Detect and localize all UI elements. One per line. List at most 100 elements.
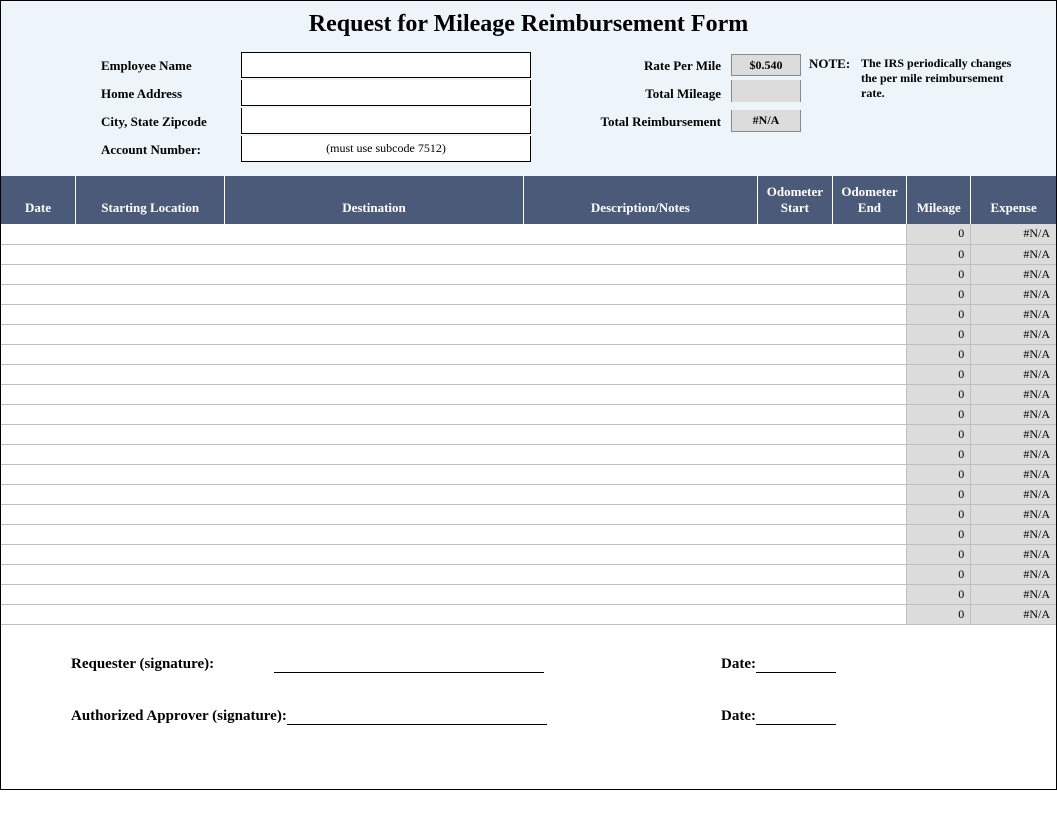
table-cell[interactable] (832, 284, 907, 304)
table-cell[interactable] (1, 264, 76, 284)
table-cell[interactable] (758, 484, 833, 504)
table-cell[interactable] (225, 224, 523, 244)
table-cell[interactable] (832, 524, 907, 544)
table-cell[interactable] (76, 404, 225, 424)
table-cell[interactable] (76, 504, 225, 524)
table-cell[interactable] (832, 404, 907, 424)
table-cell[interactable] (523, 504, 757, 524)
table-cell[interactable] (1, 584, 76, 604)
table-cell[interactable] (76, 364, 225, 384)
city-state-input[interactable] (241, 108, 531, 134)
table-cell[interactable] (1, 604, 76, 624)
table-cell[interactable] (1, 464, 76, 484)
table-cell[interactable] (76, 444, 225, 464)
table-cell[interactable] (758, 464, 833, 484)
approver-signature-field[interactable] (287, 707, 547, 725)
table-cell[interactable] (76, 344, 225, 364)
table-cell[interactable] (758, 604, 833, 624)
table-cell[interactable] (1, 544, 76, 564)
table-cell[interactable] (225, 344, 523, 364)
table-cell[interactable] (76, 324, 225, 344)
table-cell[interactable] (1, 364, 76, 384)
requester-signature-field[interactable] (274, 655, 544, 673)
table-cell[interactable] (1, 244, 76, 264)
table-cell[interactable] (225, 504, 523, 524)
table-cell[interactable] (832, 364, 907, 384)
table-cell[interactable] (76, 464, 225, 484)
table-cell[interactable] (758, 564, 833, 584)
table-cell[interactable] (76, 544, 225, 564)
table-cell[interactable] (1, 304, 76, 324)
table-cell[interactable] (758, 224, 833, 244)
table-cell[interactable] (225, 244, 523, 264)
table-cell[interactable] (523, 244, 757, 264)
table-cell[interactable] (1, 444, 76, 464)
table-cell[interactable] (832, 464, 907, 484)
table-cell[interactable] (523, 264, 757, 284)
requester-date-field[interactable] (756, 655, 836, 673)
table-cell[interactable] (225, 464, 523, 484)
table-cell[interactable] (523, 404, 757, 424)
table-cell[interactable] (1, 284, 76, 304)
table-cell[interactable] (1, 384, 76, 404)
account-number-input[interactable]: (must use subcode 7512) (241, 136, 531, 162)
table-cell[interactable] (225, 444, 523, 464)
table-cell[interactable] (758, 584, 833, 604)
table-cell[interactable] (1, 344, 76, 364)
table-cell[interactable] (523, 464, 757, 484)
table-cell[interactable] (832, 544, 907, 564)
table-cell[interactable] (225, 284, 523, 304)
table-cell[interactable] (832, 344, 907, 364)
table-cell[interactable] (758, 504, 833, 524)
table-cell[interactable] (1, 324, 76, 344)
table-cell[interactable] (832, 564, 907, 584)
table-cell[interactable] (832, 604, 907, 624)
table-cell[interactable] (832, 584, 907, 604)
table-cell[interactable] (758, 544, 833, 564)
table-cell[interactable] (832, 384, 907, 404)
table-cell[interactable] (832, 504, 907, 524)
table-cell[interactable] (225, 484, 523, 504)
table-cell[interactable] (1, 224, 76, 244)
table-cell[interactable] (523, 364, 757, 384)
table-cell[interactable] (76, 524, 225, 544)
table-cell[interactable] (225, 544, 523, 564)
table-cell[interactable] (225, 264, 523, 284)
table-cell[interactable] (76, 264, 225, 284)
table-cell[interactable] (832, 304, 907, 324)
table-cell[interactable] (758, 384, 833, 404)
table-cell[interactable] (76, 304, 225, 324)
table-cell[interactable] (225, 564, 523, 584)
table-cell[interactable] (523, 484, 757, 504)
table-cell[interactable] (758, 444, 833, 464)
table-cell[interactable] (758, 264, 833, 284)
approver-date-field[interactable] (756, 707, 836, 725)
table-cell[interactable] (76, 224, 225, 244)
table-cell[interactable] (758, 304, 833, 324)
table-cell[interactable] (1, 504, 76, 524)
table-cell[interactable] (523, 444, 757, 464)
table-cell[interactable] (523, 344, 757, 364)
table-cell[interactable] (225, 424, 523, 444)
table-cell[interactable] (523, 304, 757, 324)
table-cell[interactable] (76, 424, 225, 444)
table-cell[interactable] (225, 604, 523, 624)
table-cell[interactable] (76, 384, 225, 404)
table-cell[interactable] (523, 604, 757, 624)
table-cell[interactable] (832, 264, 907, 284)
table-cell[interactable] (1, 484, 76, 504)
table-cell[interactable] (758, 404, 833, 424)
table-cell[interactable] (76, 584, 225, 604)
table-cell[interactable] (832, 444, 907, 464)
employee-name-input[interactable] (241, 52, 531, 78)
table-cell[interactable] (758, 344, 833, 364)
table-cell[interactable] (832, 424, 907, 444)
table-cell[interactable] (76, 484, 225, 504)
table-cell[interactable] (758, 284, 833, 304)
table-cell[interactable] (523, 424, 757, 444)
table-cell[interactable] (758, 244, 833, 264)
table-cell[interactable] (832, 224, 907, 244)
table-cell[interactable] (832, 484, 907, 504)
table-cell[interactable] (523, 524, 757, 544)
table-cell[interactable] (832, 324, 907, 344)
